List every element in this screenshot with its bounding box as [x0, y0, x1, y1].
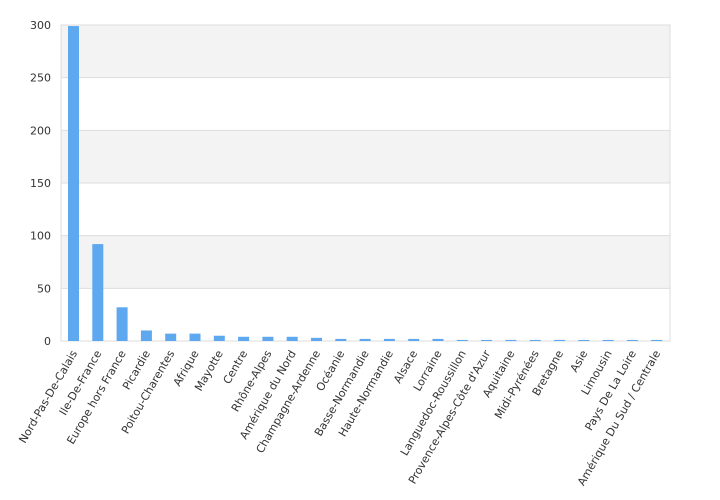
y-tick-label: 300	[30, 19, 51, 32]
y-tick-label: 150	[30, 177, 51, 190]
bar	[505, 339, 517, 341]
bar	[238, 336, 250, 341]
bar	[335, 338, 347, 341]
bar	[140, 330, 152, 341]
bar	[602, 339, 614, 341]
bar	[359, 338, 371, 341]
bar	[456, 339, 468, 341]
bar	[383, 338, 395, 341]
bar	[92, 244, 104, 341]
plot-band	[61, 25, 670, 78]
y-tick-label: 100	[30, 230, 51, 243]
y-axis-tick-labels: 0 50 100 150 200 250 300	[30, 19, 51, 348]
bar	[213, 335, 225, 341]
plot-band	[61, 235, 670, 289]
plot-background-bands	[61, 25, 670, 289]
bar	[68, 26, 79, 341]
bar	[651, 339, 663, 341]
bar	[529, 339, 541, 341]
bars	[68, 26, 663, 341]
y-tick-label: 200	[30, 124, 51, 137]
bar	[286, 336, 298, 341]
bar	[432, 338, 444, 341]
bar	[116, 307, 128, 341]
y-tick-label: 50	[37, 282, 51, 295]
y-tick-label: 0	[44, 335, 51, 348]
bar	[408, 338, 420, 341]
plot-band	[61, 130, 670, 183]
bar	[578, 339, 590, 341]
bar	[626, 339, 638, 341]
bar	[262, 336, 274, 341]
bar	[311, 337, 322, 341]
bar	[165, 333, 177, 341]
y-tick-label: 250	[30, 72, 51, 85]
bar	[554, 339, 565, 341]
bar	[481, 339, 493, 341]
x-category-label: Asie	[568, 348, 591, 375]
bar	[189, 333, 201, 341]
